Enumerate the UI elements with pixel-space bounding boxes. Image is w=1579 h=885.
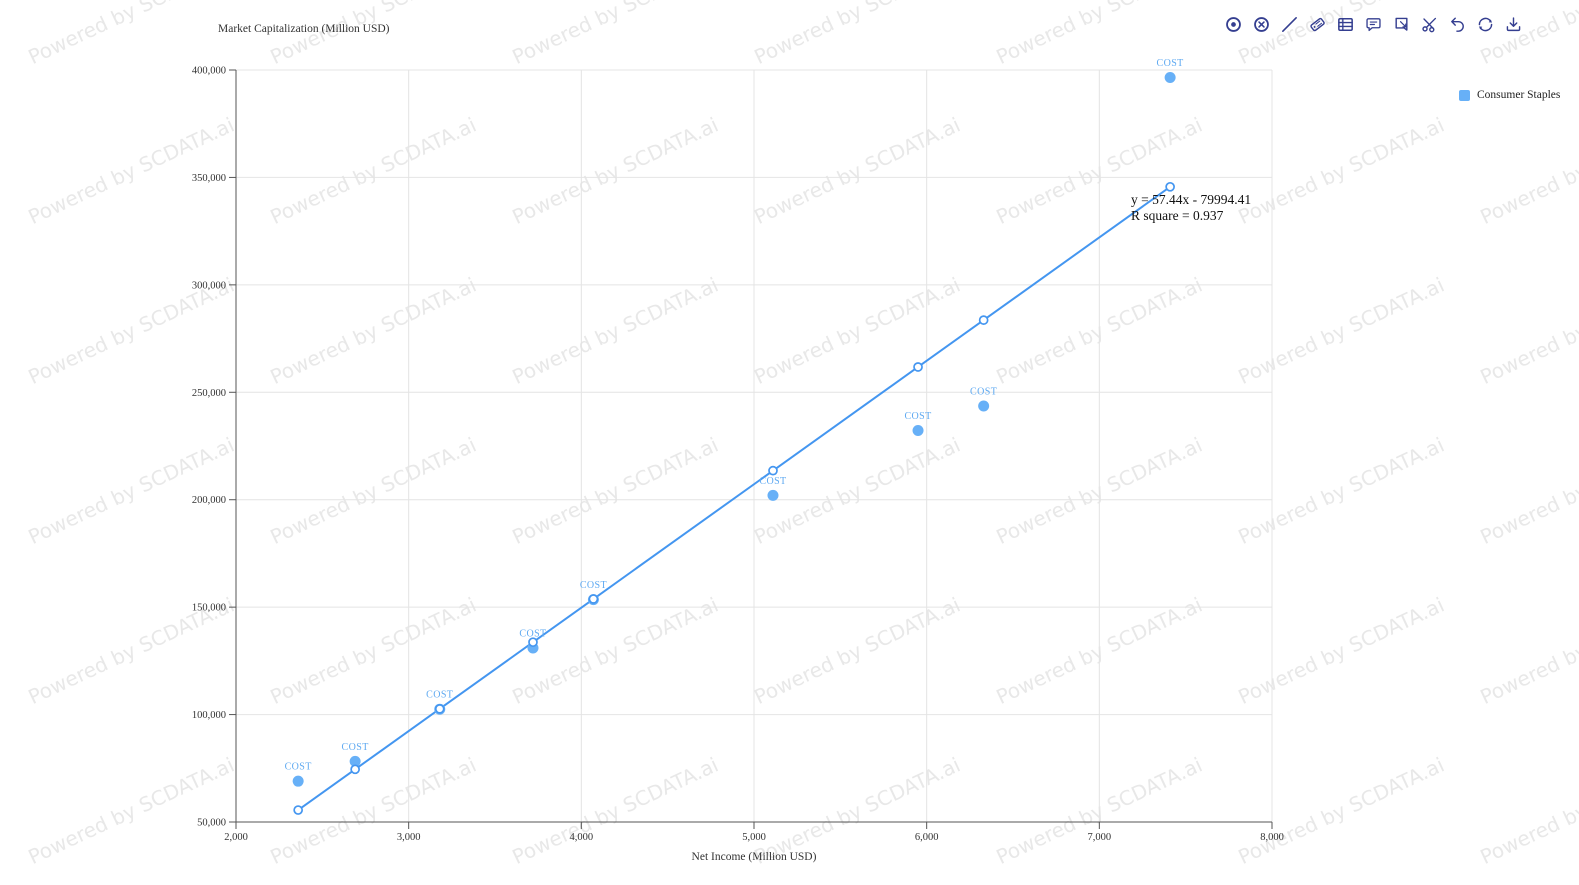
- scatter-point[interactable]: [912, 425, 924, 437]
- download-button[interactable]: [1504, 15, 1523, 34]
- x-axis-title: Net Income (Million USD): [691, 851, 817, 863]
- tag-button[interactable]: [1308, 15, 1327, 34]
- circle-x-button[interactable]: [1252, 15, 1271, 34]
- trend-point-marker: [978, 315, 989, 325]
- trend-point-marker: [588, 594, 599, 604]
- comment-icon: [1366, 18, 1381, 32]
- trend-line: [297, 185, 1171, 811]
- point-label: COST: [342, 742, 369, 753]
- point-label: COST: [426, 690, 453, 701]
- cut-button[interactable]: [1420, 15, 1439, 34]
- legend-swatch: [1459, 89, 1470, 101]
- y-tick-label: 50,000: [197, 818, 226, 829]
- y-tick-label: 200,000: [192, 495, 226, 506]
- point-label: COST: [970, 387, 997, 398]
- x-tick-label: 6,000: [915, 832, 939, 843]
- scatter-point[interactable]: [978, 400, 990, 412]
- refresh-icon: [1478, 17, 1493, 32]
- legend-item[interactable]: Consumer Staples: [1459, 89, 1560, 101]
- point-label: COST: [759, 476, 786, 487]
- trend-point-marker: [350, 764, 360, 775]
- scatter-point[interactable]: [292, 775, 304, 787]
- y-tick-label: 300,000: [192, 280, 226, 291]
- chart-toolbar: [1224, 15, 1523, 34]
- x-tick-label: 3,000: [397, 832, 421, 843]
- y-tick-label: 400,000: [192, 66, 226, 77]
- trendline-equation-line1: y = 57.44x - 79994.41: [1131, 192, 1252, 207]
- trendline-equation: y = 57.44x - 79994.41 R square = 0.937: [1131, 192, 1251, 224]
- circle-x-icon: [1254, 17, 1269, 32]
- trend-line-icon: [1282, 17, 1297, 32]
- point-label: COST: [904, 411, 931, 422]
- x-tick-label: 2,000: [224, 832, 248, 843]
- scissors-icon: [1422, 17, 1437, 33]
- scatter-point[interactable]: [349, 755, 361, 767]
- y-tick-label: 350,000: [192, 173, 226, 184]
- scatter-point[interactable]: [767, 489, 779, 501]
- y-axis-title: Market Capitalization (Million USD): [218, 23, 390, 35]
- trend-point-marker: [293, 805, 304, 815]
- table-button[interactable]: [1336, 15, 1355, 34]
- y-tick-label: 250,000: [192, 388, 226, 399]
- trend-point-marker: [528, 637, 538, 648]
- legend-label: Consumer Staples: [1477, 89, 1561, 101]
- trend-point-marker: [1165, 181, 1175, 192]
- x-tick-label: 8,000: [1260, 832, 1284, 843]
- x-tick-label: 7,000: [1088, 832, 1112, 843]
- comment-button[interactable]: [1364, 15, 1383, 34]
- point-label: COST: [580, 580, 607, 591]
- point-label: COST: [285, 762, 312, 773]
- trendline-r-square: R square = 0.937: [1131, 208, 1224, 223]
- flag-select-icon: [1395, 17, 1408, 31]
- y-tick-label: 100,000: [192, 710, 226, 721]
- point-label: COST: [519, 628, 546, 639]
- record-button[interactable]: [1224, 15, 1243, 34]
- trend-point-marker: [768, 465, 778, 476]
- download-icon: [1506, 17, 1521, 32]
- flag-select-button[interactable]: [1392, 15, 1411, 34]
- x-tick-label: 5,000: [742, 832, 766, 843]
- tag-icon: [1310, 17, 1325, 32]
- record-icon: [1226, 17, 1241, 32]
- y-tick-label: 150,000: [192, 603, 226, 614]
- trend-point-marker: [434, 703, 445, 714]
- trend-point-marker: [913, 362, 923, 372]
- undo-button[interactable]: [1448, 15, 1467, 34]
- table-icon: [1338, 18, 1353, 31]
- trend-line-button[interactable]: [1280, 15, 1299, 34]
- refresh-button[interactable]: [1476, 15, 1495, 34]
- undo-icon: [1451, 17, 1464, 32]
- x-tick-label: 4,000: [570, 832, 594, 843]
- scatter-point[interactable]: [1164, 72, 1176, 84]
- point-label: COST: [1157, 58, 1184, 69]
